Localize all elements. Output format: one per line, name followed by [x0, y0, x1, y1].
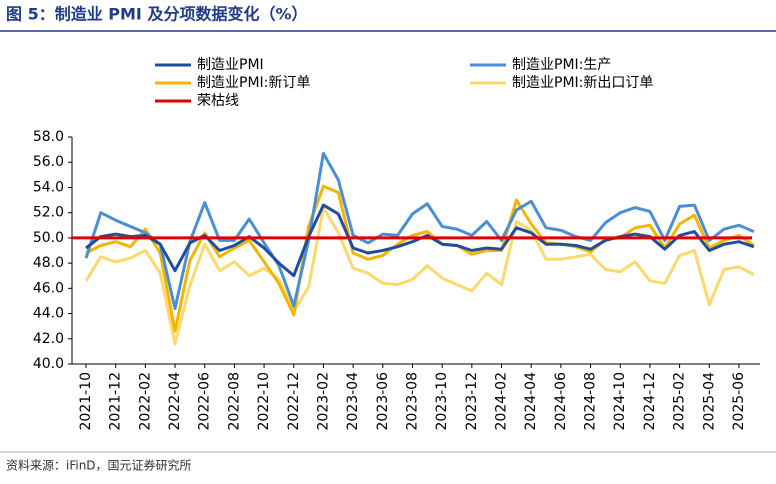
x-tick-label: 2023-02: [315, 372, 331, 431]
legend-label: 制造业PMI:生产: [512, 57, 611, 73]
x-tick-label: 2024-08: [583, 372, 599, 431]
y-tick-label: 40.0: [33, 356, 64, 372]
series-line: [84, 206, 755, 346]
x-tick-label: 2024-06: [553, 372, 569, 431]
source: 资料来源：iFinD，国元证券研究所: [6, 458, 192, 473]
x-tick-label: 2022-08: [226, 372, 242, 431]
y-tick-label: 58.0: [33, 129, 64, 145]
x-tick-label: 2022-12: [286, 372, 302, 431]
y-tick-label: 48.0: [33, 255, 64, 271]
y-tick-label: 52.0: [33, 205, 64, 221]
x-tick-label: 2023-12: [464, 372, 480, 431]
legend-label: 荣枯线: [197, 93, 239, 109]
legend-label: 制造业PMI:新出口订单: [512, 75, 653, 91]
x-tick-label: 2022-10: [256, 372, 272, 431]
x-tick-label: 2023-08: [404, 372, 420, 431]
series-line: [85, 184, 755, 333]
x-tick-label: 2024-02: [494, 372, 510, 431]
x-tick-label: 2023-06: [375, 372, 391, 431]
x-tick-label: 2025-06: [731, 372, 747, 431]
y-tick-label: 54.0: [33, 179, 64, 195]
series-line: [84, 151, 755, 310]
x-tick-label: 2022-04: [167, 372, 183, 431]
x-tick-label: 2025-02: [672, 372, 688, 431]
x-tick-label: 2024-12: [642, 372, 658, 431]
x-tick-label: 2021-12: [108, 372, 124, 431]
y-tick-label: 50.0: [33, 230, 64, 246]
x-tick-label: 2023-04: [345, 372, 361, 431]
chart-title: 图 5：制造业 PMI 及分项数据变化（%）: [6, 5, 307, 24]
x-tick-label: 2023-10: [434, 372, 450, 431]
y-tick-label: 56.0: [33, 154, 64, 170]
legend-label: 制造业PMI: [197, 57, 264, 73]
y-tick-label: 44.0: [33, 306, 64, 322]
x-tick-label: 2024-10: [612, 372, 628, 431]
x-tick-label: 2022-06: [197, 372, 213, 431]
x-tick-label: 2024-04: [523, 372, 539, 431]
y-tick-label: 42.0: [33, 331, 64, 347]
x-tick-label: 2022-02: [137, 372, 153, 431]
x-tick-label: 2021-10: [78, 372, 94, 431]
y-tick-label: 46.0: [33, 280, 64, 296]
x-tick-label: 2025-04: [701, 372, 717, 431]
legend-label: 制造业PMI:新订单: [197, 75, 310, 91]
